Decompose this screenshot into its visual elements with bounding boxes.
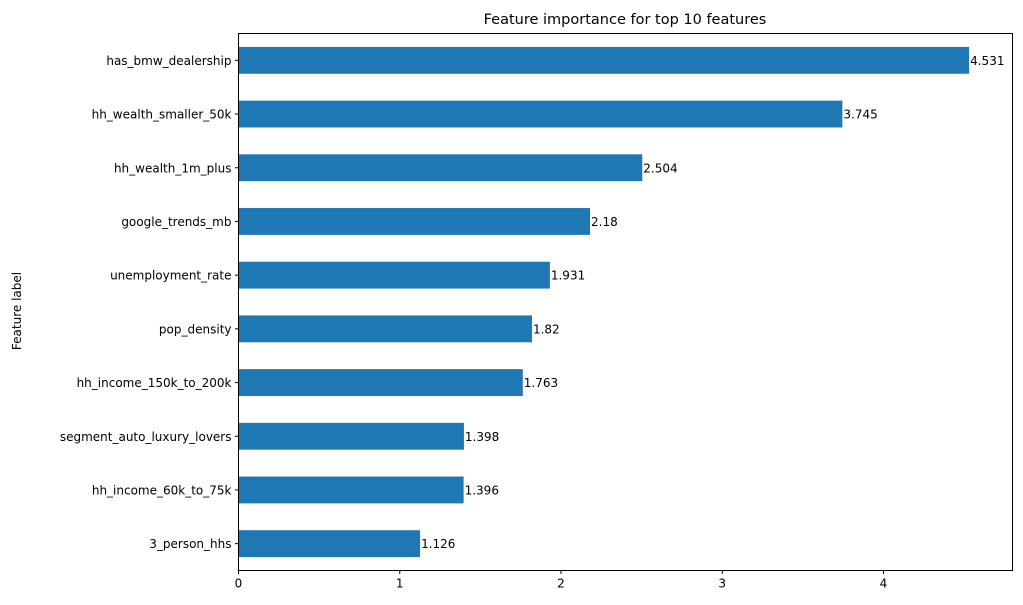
chart-title: Feature importance for top 10 features bbox=[484, 12, 767, 28]
value-label-1: 3.745 bbox=[843, 108, 877, 122]
y-tick-label-8: hh_income_60k_to_75k bbox=[92, 483, 232, 497]
bar-8 bbox=[238, 476, 464, 504]
bar-6 bbox=[238, 369, 523, 396]
bar-1 bbox=[238, 100, 843, 128]
value-label-7: 1.398 bbox=[465, 430, 499, 444]
value-label-5: 1.82 bbox=[533, 322, 560, 336]
value-label-3: 2.18 bbox=[591, 215, 618, 229]
plot-frame bbox=[238, 33, 1013, 571]
y-tick-label-0: has_bmw_dealership bbox=[106, 54, 231, 68]
y-tick-label-7: segment_auto_luxury_lovers bbox=[60, 430, 232, 444]
x-tick-label-2: 2 bbox=[557, 577, 565, 591]
value-label-4: 1.931 bbox=[551, 269, 585, 283]
y-tick-label-2: hh_wealth_1m_plus bbox=[114, 161, 232, 175]
x-tick-label-3: 3 bbox=[718, 577, 726, 591]
y-tick-label-9: 3_person_hhs bbox=[149, 537, 231, 551]
y-axis-label: Feature label bbox=[10, 272, 24, 350]
bar-9 bbox=[238, 530, 421, 558]
y-tick-label-5: pop_density bbox=[159, 322, 232, 336]
x-ticks-layer: 0 1 2 3 4 bbox=[235, 570, 888, 591]
value-label-2: 2.504 bbox=[643, 161, 677, 175]
y-tick-label-4: unemployment_rate bbox=[110, 269, 231, 283]
value-label-8: 1.396 bbox=[465, 483, 499, 497]
value-label-6: 1.763 bbox=[524, 376, 558, 390]
x-tick-label-0: 0 bbox=[235, 577, 243, 591]
bar-0 bbox=[238, 46, 970, 74]
y-tick-label-6: hh_income_150k_to_200k bbox=[77, 376, 232, 390]
y-tick-label-1: hh_wealth_smaller_50k bbox=[92, 108, 232, 122]
value-label-0: 4.531 bbox=[970, 54, 1004, 68]
y-ticks-layer: has_bmw_dealership hh_wealth_smaller_50kh… bbox=[60, 54, 239, 551]
bar-3 bbox=[238, 208, 591, 235]
bar-5 bbox=[238, 315, 532, 343]
bar-7 bbox=[238, 422, 464, 450]
y-tick-label-3: google_trends_mb bbox=[121, 215, 231, 229]
value-label-9: 1.126 bbox=[421, 537, 455, 551]
bars-layer bbox=[238, 46, 970, 558]
x-tick-label-4: 4 bbox=[880, 577, 888, 591]
x-tick-label-1: 1 bbox=[396, 577, 404, 591]
bar-2 bbox=[238, 154, 643, 182]
value-labels-layer: 4.531 3.745 2.504 2.18 1.931 1.82 1.763 1.398 1.… bbox=[421, 54, 1004, 551]
bar-4 bbox=[238, 261, 550, 289]
